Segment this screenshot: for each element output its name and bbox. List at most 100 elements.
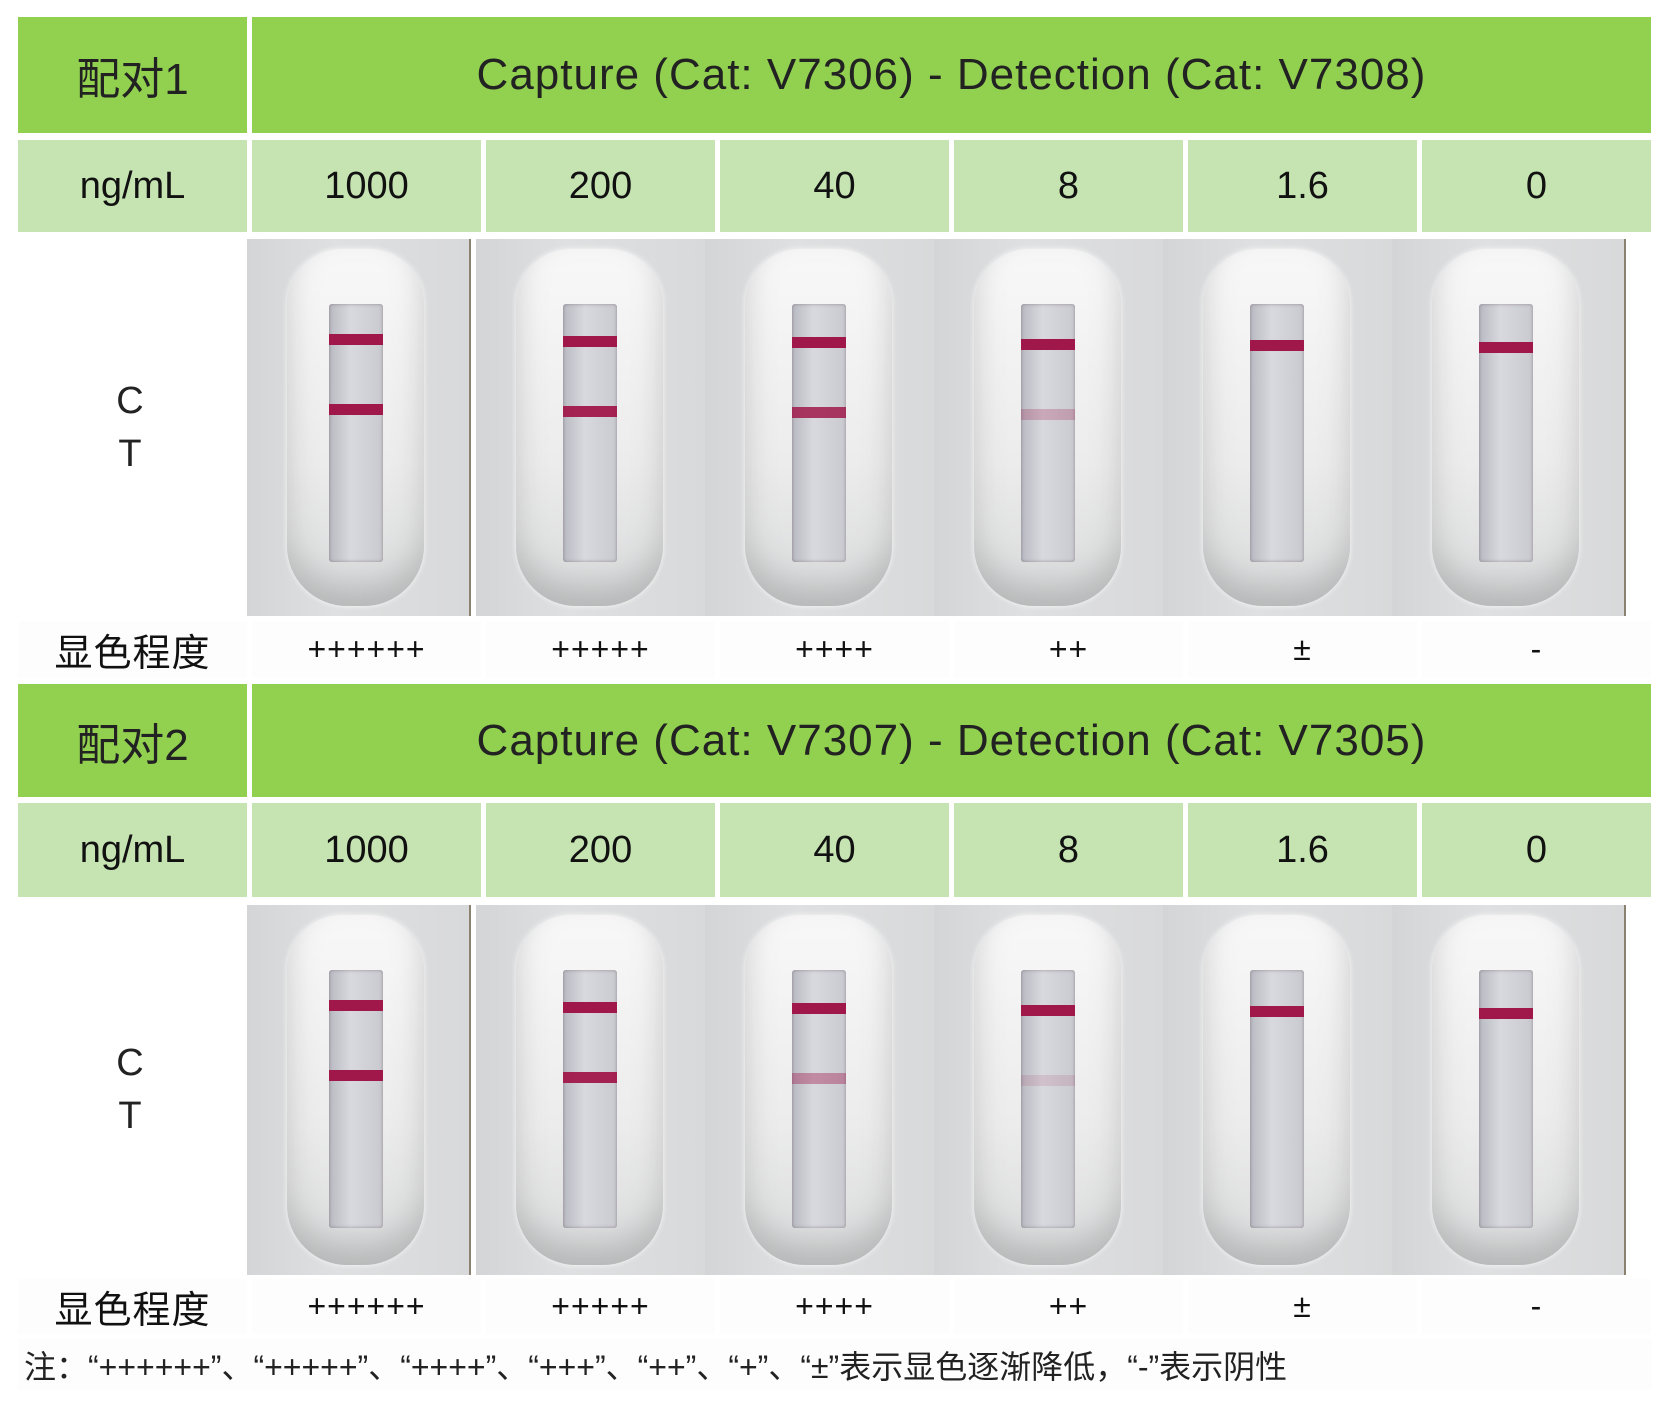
- cassette: [1432, 249, 1579, 606]
- cassette: [1203, 249, 1350, 606]
- control-line: [328, 334, 383, 345]
- control-line: [328, 1000, 383, 1011]
- grade-cell: ++++: [720, 1279, 949, 1334]
- cassette: [516, 249, 663, 606]
- test-line: [562, 405, 617, 417]
- c-label: C: [116, 379, 144, 422]
- test-line: [791, 1073, 846, 1084]
- grade-cell: ++++++: [252, 621, 481, 678]
- concentration-cell: 200: [486, 803, 715, 897]
- strip-window: [1020, 304, 1075, 562]
- test-strip-photo: [934, 905, 1168, 1275]
- control-line: [1020, 338, 1075, 350]
- t-label: T: [118, 1095, 142, 1137]
- cassette: [745, 249, 892, 606]
- cassette: [974, 249, 1121, 606]
- grade-cell: +++++: [486, 1279, 715, 1334]
- test-strip-photo: [705, 905, 939, 1275]
- cassette: [287, 915, 424, 1265]
- grade-cell: -: [1422, 1279, 1651, 1334]
- cassette: [1203, 915, 1350, 1265]
- concentration-cell: 0: [1422, 803, 1651, 897]
- grade-cell: ++: [954, 621, 1183, 678]
- grade-cell: ±: [1188, 1279, 1417, 1334]
- test-line: [1020, 408, 1075, 420]
- grade-cell: -: [1422, 621, 1651, 678]
- test-strip-photo: [1392, 905, 1626, 1275]
- concentration-cell: 40: [720, 140, 949, 232]
- pair-title: Capture (Cat: V7307) - Detection (Cat: V…: [252, 684, 1651, 797]
- grade-cell: ++++++: [252, 1279, 481, 1334]
- unit-label: ng/mL: [18, 803, 247, 897]
- strip-window: [1020, 970, 1075, 1228]
- strip-window: [1249, 970, 1304, 1228]
- test-strip-photo: [934, 239, 1168, 616]
- concentration-cell: 8: [954, 140, 1183, 232]
- concentration-cell: 200: [486, 140, 715, 232]
- cassette: [745, 915, 892, 1265]
- control-line: [562, 1001, 617, 1013]
- strip-window: [328, 970, 383, 1228]
- concentration-cell: 8: [954, 803, 1183, 897]
- strip-window: [1478, 970, 1533, 1228]
- control-line: [791, 337, 846, 348]
- test-strip-photo: [705, 239, 939, 616]
- concentration-row: ng/mL 1000 200 40 8 1.6 0: [18, 803, 1652, 897]
- grade-label: 显色程度: [18, 621, 247, 678]
- pair-label: 配对2: [18, 684, 247, 797]
- control-line: [1020, 1004, 1075, 1016]
- pair-header-row: 配对2 Capture (Cat: V7307) - Detection (Ca…: [18, 684, 1652, 797]
- cassette: [1432, 915, 1579, 1265]
- strip-window: [791, 304, 846, 562]
- test-strip-photo: [1163, 905, 1397, 1275]
- concentration-cell: 40: [720, 803, 949, 897]
- test-line: [328, 1070, 383, 1081]
- strip-window: [562, 304, 617, 562]
- grade-cell: ++: [954, 1279, 1183, 1334]
- cassette: [974, 915, 1121, 1265]
- control-line: [791, 1003, 846, 1014]
- concentration-cell: 1000: [252, 803, 481, 897]
- concentration-row: ng/mL 1000 200 40 8 1.6 0: [18, 140, 1652, 232]
- test-strip-photo: [247, 905, 471, 1275]
- strip-window: [1249, 304, 1304, 562]
- c-label: C: [116, 1042, 144, 1084]
- strip-window: [791, 970, 846, 1228]
- pair-header-row: 配对1 Capture (Cat: V7306) - Detection (Ca…: [18, 17, 1652, 133]
- test-strip-photo: [476, 905, 710, 1275]
- grade-row: 显色程度 ++++++ +++++ ++++ ++ ± -: [18, 621, 1652, 678]
- pair-title: Capture (Cat: V7306) - Detection (Cat: V…: [252, 17, 1651, 133]
- control-line: [1478, 341, 1533, 353]
- grade-cell: ++++: [720, 621, 949, 678]
- strip-window: [562, 970, 617, 1228]
- unit-label: ng/mL: [18, 140, 247, 232]
- t-label: T: [118, 432, 142, 475]
- test-strip-photo: [1163, 239, 1397, 616]
- concentration-cell: 1.6: [1188, 140, 1417, 232]
- test-strip-photo: [247, 239, 471, 616]
- strip-window: [328, 304, 383, 562]
- control-line: [1249, 340, 1304, 351]
- grade-row: 显色程度 ++++++ +++++ ++++ ++ ± -: [18, 1279, 1652, 1334]
- footnote: 注：“++++++”、“+++++”、“++++”、“+++”、“++”、“+”…: [18, 1339, 1652, 1390]
- control-line: [1478, 1007, 1533, 1019]
- cassette: [287, 249, 424, 606]
- grade-label: 显色程度: [18, 1279, 247, 1334]
- strip-window: [1478, 304, 1533, 562]
- concentration-cell: 1000: [252, 140, 481, 232]
- pair-label: 配对1: [18, 17, 247, 133]
- control-line: [562, 335, 617, 347]
- test-line: [562, 1071, 617, 1083]
- test-line: [328, 404, 383, 415]
- test-strip-photo: [476, 239, 710, 616]
- control-line: [1249, 1006, 1304, 1017]
- test-strip-photo: [1392, 239, 1626, 616]
- cassette: [516, 915, 663, 1265]
- concentration-cell: 0: [1422, 140, 1651, 232]
- test-line: [791, 407, 846, 418]
- concentration-cell: 1.6: [1188, 803, 1417, 897]
